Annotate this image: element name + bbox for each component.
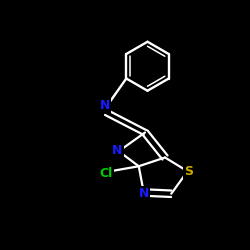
Text: N: N: [138, 187, 149, 200]
Text: S: S: [184, 165, 193, 178]
Text: N: N: [112, 144, 123, 156]
Text: Cl: Cl: [100, 167, 113, 180]
Text: N: N: [100, 99, 110, 112]
